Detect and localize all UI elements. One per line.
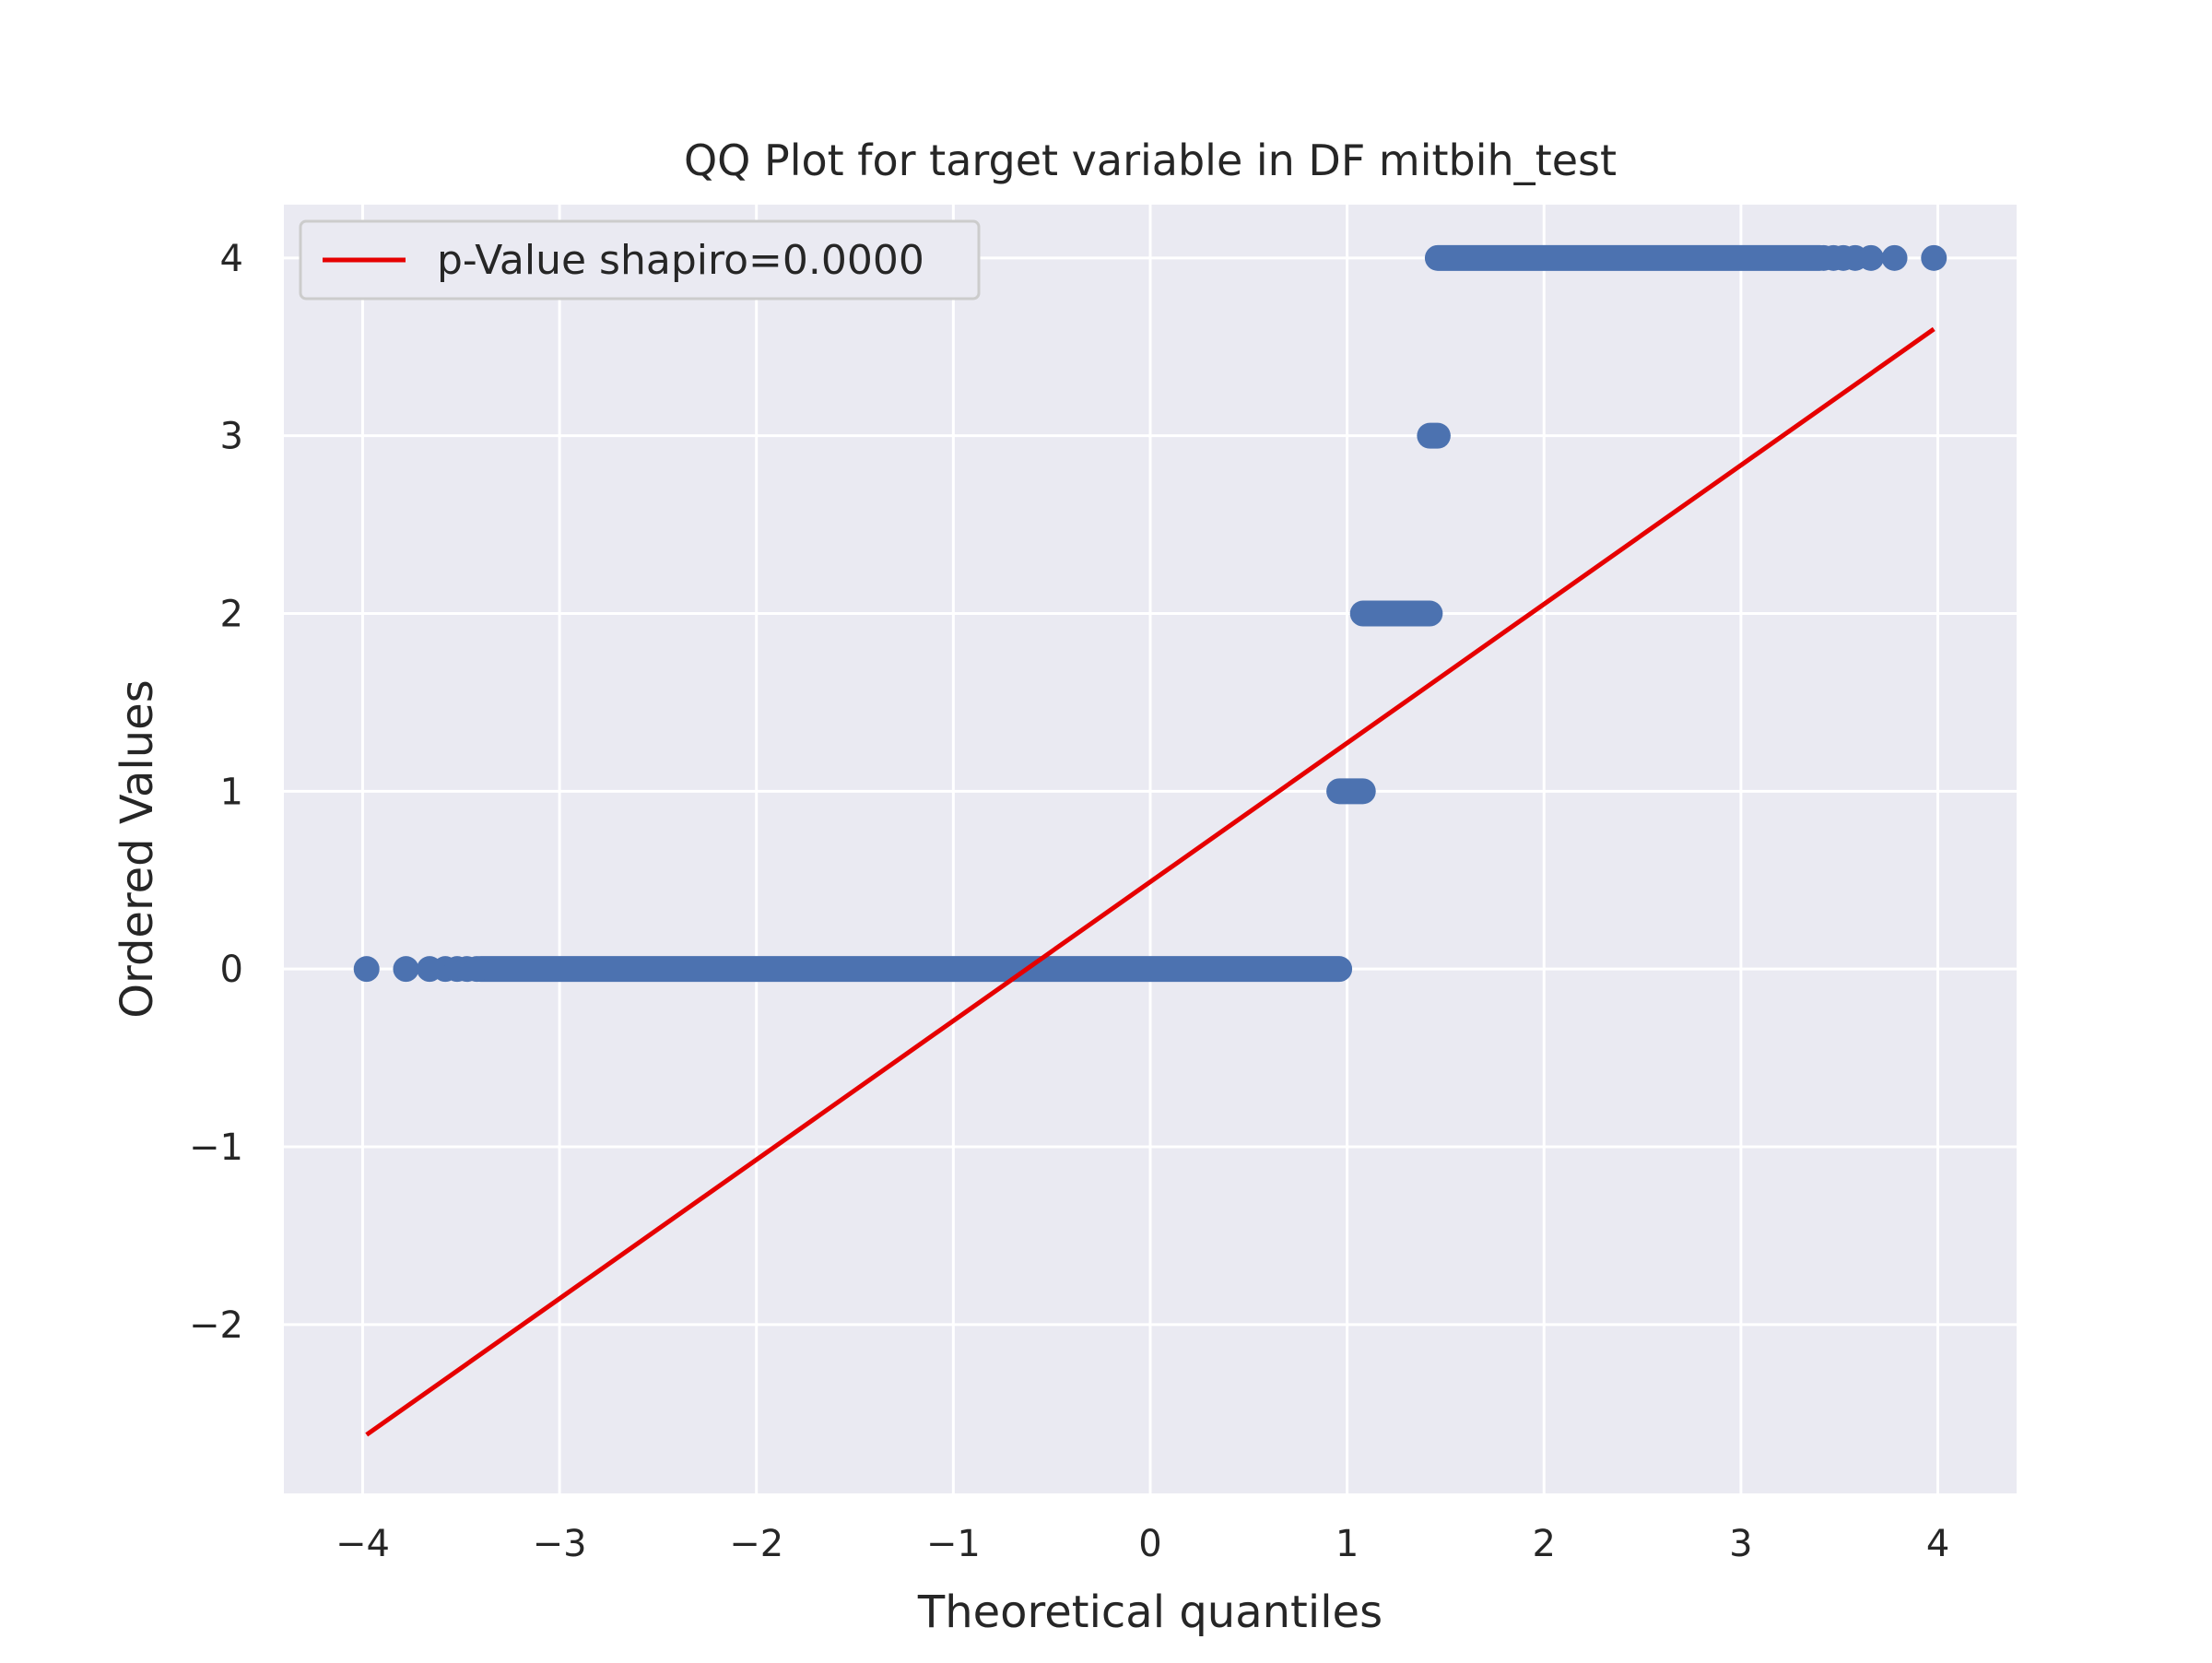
y-tick-label: −2 [189,1304,243,1347]
x-tick-label: 1 [1335,1523,1359,1565]
x-tick-label: −2 [729,1523,783,1565]
scatter-point [1881,244,1908,271]
x-tick-label: 2 [1533,1523,1556,1565]
y-tick-label: −1 [189,1126,243,1169]
fit-line [365,326,1936,1437]
x-tick-label: −3 [533,1523,587,1565]
scatter-point [1857,244,1884,271]
x-tick-label: 3 [1729,1523,1752,1565]
x-tick-label: −1 [926,1523,981,1565]
grid-lines [284,205,2017,1493]
data-layer [353,244,1947,1437]
y-tick-label: 2 [220,594,243,636]
y-axis-label: Ordered Values [112,679,163,1018]
scatter-point [393,956,419,983]
x-tick-label: 4 [1926,1523,1949,1565]
x-axis-label: Theoretical quantiles [917,1586,1382,1638]
x-tick-label: 0 [1138,1523,1161,1565]
scatter-point [1921,244,1947,271]
y-tick-label: 1 [220,771,243,813]
scatter-point [353,956,380,983]
y-tick-label: 0 [220,949,243,991]
y-tick-label: 3 [220,416,243,458]
legend-entry-label: p-Value shapiro=0.0000 [437,237,924,284]
scatter-point [464,956,490,983]
legend: p-Value shapiro=0.0000 [299,219,981,301]
y-tick-labels: −2 −1 0 1 2 3 4 [189,238,243,1347]
x-tick-labels: −4 −3 −2 −1 0 1 2 3 4 [335,1523,1949,1565]
y-tick-label: 4 [220,238,243,280]
x-tick-label: −4 [335,1523,390,1565]
chart-title: QQ Plot for target variable in DF mitbih… [684,136,1617,185]
legend-box [299,219,981,301]
